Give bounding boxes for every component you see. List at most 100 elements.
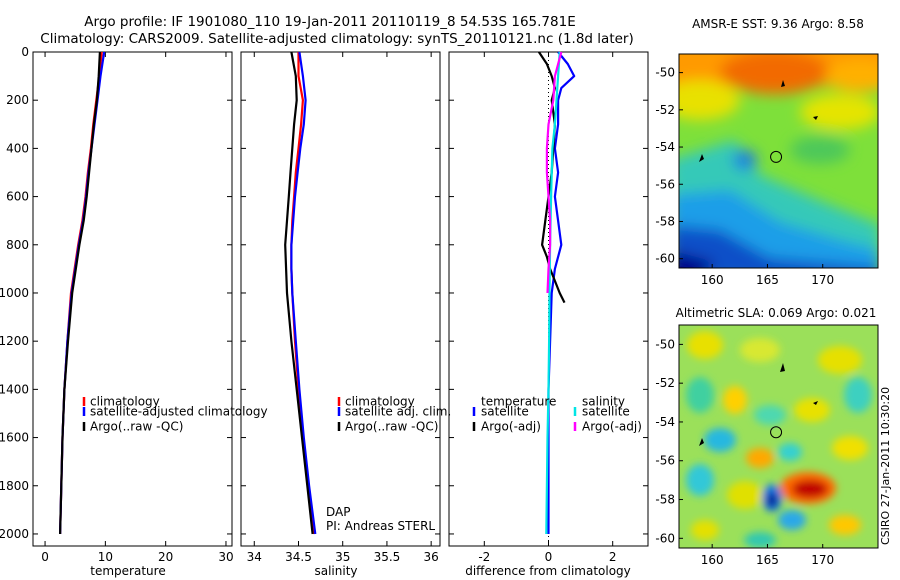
timestamp-label: CSIRO 27-Jan-2011 10:30:20 [879, 387, 892, 545]
map-x-tick-label: 160 [701, 553, 724, 567]
x-tick-label: 20 [158, 550, 173, 564]
legend-item-argo: Argo(..raw -QC) [90, 420, 183, 434]
map-x-tick-label: 160 [701, 273, 724, 287]
temperature-legend: climatology satellite-adjusted climatolo… [82, 395, 268, 434]
legend-item-temp-satellite: satellite [481, 405, 529, 419]
float-track-marker [699, 154, 704, 162]
sla-map-frame [678, 324, 879, 549]
map-x-tick-label: 165 [756, 273, 779, 287]
x-tick-label: 36 [424, 550, 439, 564]
difference-panel: -2 0 2 difference from climatology tempera… [448, 51, 649, 578]
salinity-panel: 34 34.5 35 35.5 36 salinity climatology sate… [240, 51, 451, 578]
temperature-lines [59, 51, 106, 535]
pi-label: PI: Andreas STERL [326, 519, 435, 533]
map-x-tick-label: 170 [811, 553, 834, 567]
difference-xlabel: difference from climatology [465, 564, 631, 578]
map-x-tick-label: 165 [756, 553, 779, 567]
sst-map-ticks: 160 165 170 -50 -52 -54 -56 -58 -60 [655, 66, 834, 287]
map-y-tick-label: -50 [655, 66, 675, 80]
x-tick-label: 30 [218, 550, 233, 564]
series-line [59, 51, 106, 535]
float-track-marker [813, 401, 818, 405]
map-y-tick-label: -52 [655, 103, 675, 117]
y-tick-label: 1000 [0, 286, 29, 300]
series-line [290, 51, 317, 535]
sla-map-title: Altimetric SLA: 0.069 Argo: 0.021 [676, 306, 877, 320]
map-y-tick-label: -50 [655, 337, 675, 351]
x-tick-label: 0 [41, 550, 49, 564]
y-tick-label: 200 [6, 93, 29, 107]
legend-item-climatology: climatology [345, 395, 415, 409]
salinity-xlabel: salinity [314, 564, 357, 578]
legend-item-climatology: climatology [90, 395, 160, 409]
x-tick-label: 34 [247, 550, 262, 564]
map-y-tick-label: -58 [655, 493, 675, 507]
map-y-tick-label: -54 [655, 415, 675, 429]
y-tick-label: 0 [21, 45, 29, 59]
y-tick-label: 1400 [0, 382, 29, 396]
argo-position-marker [770, 150, 783, 163]
legend-title-salinity: salinity [582, 395, 625, 409]
y-tick-label: 2000 [0, 527, 29, 541]
salinity-legend: climatology satellite adj. clim. Argo(..… [337, 395, 451, 434]
temperature-axes-box [32, 51, 233, 547]
argo-position-marker [770, 426, 783, 439]
map-y-tick-label: -54 [655, 140, 675, 154]
sst-map-panel: AMSR-E SST: 9.36 Argo: 8.58 160 165 170 -50… [655, 17, 879, 287]
legend-item-sal-satellite: satellite [582, 405, 630, 419]
float-track-marker [813, 116, 818, 120]
y-tick-label: 1600 [0, 431, 29, 445]
data-centre-label: DAP [326, 505, 350, 519]
x-tick-label: 34.5 [285, 550, 312, 564]
difference-legend-temperature: temperature satellite Argo(-adj) [472, 395, 556, 434]
x-tick-label: 35.5 [374, 550, 401, 564]
map-y-tick-label: -56 [655, 454, 675, 468]
difference-ticks: -2 0 2 [449, 51, 648, 564]
series-line [537, 51, 566, 304]
sst-map-field [679, 54, 878, 268]
map-y-tick-label: -60 [655, 531, 675, 545]
difference-legend-salinity: salinity satellite Argo(-adj) [573, 395, 642, 434]
temperature-ticks: 0 10 20 30 0 200 400 600 800 1000 1200 1400 1600 1800… [0, 45, 234, 564]
map-y-tick-label: -58 [655, 214, 675, 228]
x-tick-label: 2 [609, 550, 617, 564]
map-y-tick-label: -60 [655, 252, 675, 266]
sst-map-title: AMSR-E SST: 9.36 Argo: 8.58 [692, 17, 864, 31]
sla-map-panel: Altimetric SLA: 0.069 Argo: 0.021 [655, 306, 879, 567]
legend-item-temp-argo: Argo(-adj) [481, 420, 541, 434]
x-tick-label: 0 [545, 550, 553, 564]
sla-map-ticks: 160 165 170 -50 -52 -54 -56 -58 -60 [655, 337, 834, 567]
legend-title-temperature: temperature [481, 395, 556, 409]
figure-title-line2: Climatology: CARS2009. Satellite-adjuste… [40, 31, 633, 47]
sla-map-markers [699, 363, 818, 446]
legend-item-argo: Argo(..raw -QC) [345, 420, 438, 434]
y-tick-label: 400 [6, 141, 29, 155]
series-line [547, 51, 576, 534]
x-tick-label: -2 [478, 550, 490, 564]
y-tick-label: 1800 [0, 479, 29, 493]
temperature-panel: 0 10 20 30 0 200 400 600 800 1000 1200 1400 1600 1800… [0, 45, 268, 578]
map-x-tick-label: 170 [811, 273, 834, 287]
sst-map-markers [699, 80, 818, 162]
float-track-marker [699, 438, 704, 446]
y-tick-label: 1200 [0, 334, 29, 348]
float-track-marker [780, 363, 785, 372]
legend-item-satellite: satellite adj. clim. [345, 405, 451, 419]
y-tick-label: 600 [6, 190, 29, 204]
x-tick-label: 10 [98, 550, 113, 564]
temperature-xlabel: temperature [90, 564, 165, 578]
legend-item-sal-argo: Argo(-adj) [582, 420, 642, 434]
map-y-tick-label: -52 [655, 376, 675, 390]
sla-map-field [679, 325, 878, 548]
salinity-ticks: 34 34.5 35 35.5 36 [241, 51, 440, 564]
map-y-tick-label: -56 [655, 177, 675, 191]
difference-lines [537, 51, 576, 535]
series-line [545, 51, 563, 294]
salinity-lines [284, 51, 317, 535]
legend-item-satellite: satellite-adjusted climatology [90, 405, 268, 419]
figure-title-line1: Argo profile: IF 1901080_110 19-Jan-2011… [84, 14, 575, 30]
series-line [59, 51, 101, 535]
sst-map-frame [678, 53, 879, 269]
salinity-axes-box [240, 51, 441, 547]
